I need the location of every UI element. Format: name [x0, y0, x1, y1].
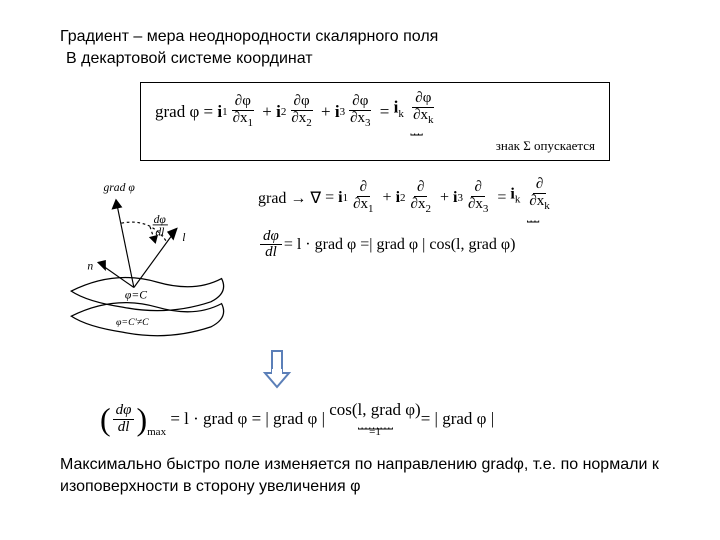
rhs-frac: ∂φ ∂xk [410, 91, 436, 126]
down-arrow [260, 349, 660, 394]
eq-sign: = [199, 102, 217, 122]
gradient-definition-formula: grad φ = i1 ∂φ ∂x1 + i2 ∂φ ∂x2 + i3 ∂φ ∂… [155, 91, 595, 132]
term3-sub: 3 [340, 106, 346, 118]
nabla-formula: grad → ∇ = i1 ∂∂x1 + i2 ∂∂x2 + i3 ∂∂x3 =… [258, 177, 660, 218]
rhs-sub: k [398, 108, 404, 120]
term1-frac: ∂φ ∂x1 [230, 94, 256, 129]
diagram-grad-label: grad φ [103, 181, 135, 194]
plus2: + [317, 102, 335, 122]
diagram-l-label: l [182, 231, 185, 244]
max-derivative-formula: ( dφdl ) max = l · grad φ = | grad φ | c… [100, 400, 660, 438]
diagram-surf1: φ=C [125, 289, 147, 302]
eq2-sign: = [376, 102, 394, 122]
rhs-underbrace: ik ∂φ ∂xk ⎵⎵⎵ [394, 91, 439, 132]
conclusion-text: Максимально быстро поле изменяется по на… [60, 454, 660, 497]
page-title: Градиент – мера неоднородности скалярног… [60, 28, 660, 46]
term2-sub: 2 [281, 106, 287, 118]
sigma-note: знак Σ опускается [155, 138, 595, 154]
diagram-surf2: φ=C'≠C [116, 317, 149, 328]
directional-derivative-formula: dφdl = l · grad φ = | grad φ | cos(l, gr… [258, 229, 660, 262]
lhs: grad φ [155, 102, 199, 122]
term1-sub: 1 [222, 106, 228, 118]
page-subtitle: В декартовой системе координат [66, 50, 660, 68]
diagram-dphi-bot: dl [155, 226, 164, 239]
gradient-definition-box: grad φ = i1 ∂φ ∂x1 + i2 ∂φ ∂x2 + i3 ∂φ ∂… [140, 82, 610, 161]
diagram-dphi-top: dφ [154, 213, 167, 226]
isosurface-diagram: grad φ n l dφ dl φ=C φ=C'≠C [60, 173, 240, 343]
term2-frac: ∂φ ∂x2 [288, 94, 314, 129]
diagram-n-label: n [87, 260, 93, 273]
term3-frac: ∂φ ∂x3 [347, 94, 373, 129]
nabla-lhs: grad → ∇ [258, 188, 321, 208]
plus1: + [258, 102, 276, 122]
